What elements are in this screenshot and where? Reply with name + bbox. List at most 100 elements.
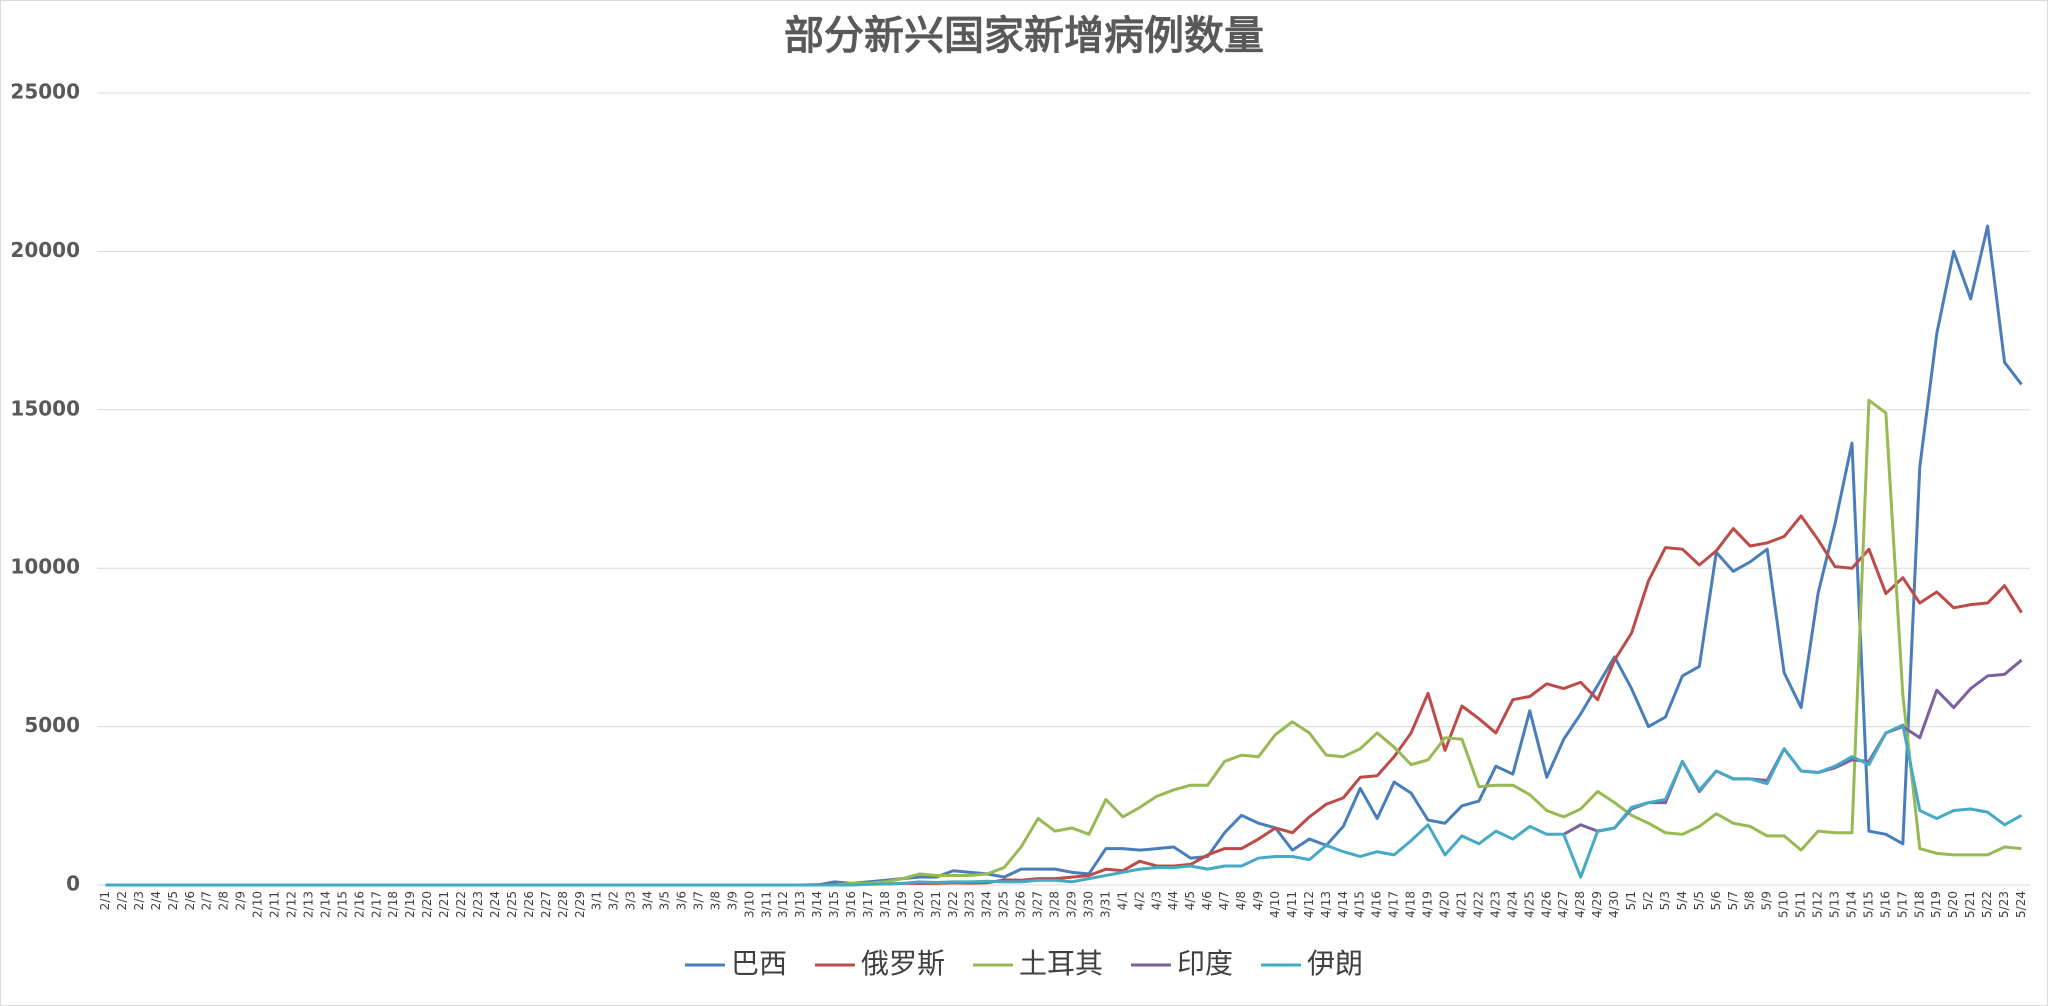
y-tick-label: 0 — [66, 872, 80, 896]
x-tick-label: 3/4 — [641, 891, 655, 910]
x-tick-label: 5/24 — [2014, 891, 2028, 918]
x-tick-label: 3/12 — [776, 891, 790, 918]
x-tick-label: 4/10 — [1268, 891, 1282, 918]
legend-label: 伊朗 — [1307, 947, 1363, 980]
x-tick-label: 5/11 — [1794, 891, 1808, 918]
x-tick-label: 4/16 — [1370, 891, 1384, 918]
x-tick-label: 3/30 — [1081, 891, 1095, 918]
x-tick-label: 2/23 — [471, 891, 485, 918]
x-tick-label: 3/23 — [963, 891, 977, 918]
x-tick-label: 4/21 — [1454, 891, 1468, 918]
x-tick-label: 5/1 — [1624, 891, 1638, 910]
x-tick-label: 3/11 — [759, 891, 773, 918]
x-tick-label: 2/4 — [149, 891, 163, 910]
x-tick-label: 4/20 — [1438, 891, 1452, 918]
x-tick-label: 3/9 — [725, 891, 739, 910]
x-tick-label: 3/5 — [658, 891, 672, 910]
x-tick-label: 4/23 — [1488, 891, 1502, 918]
x-tick-label: 2/5 — [166, 891, 180, 910]
x-tick-label: 5/9 — [1760, 891, 1774, 910]
x-tick-label: 4/18 — [1404, 891, 1418, 918]
y-tick-label: 25000 — [10, 80, 80, 104]
x-tick-label: 3/16 — [844, 891, 858, 918]
y-tick-label: 5000 — [24, 713, 80, 737]
x-tick-label: 4/19 — [1421, 891, 1435, 918]
x-tick-label: 5/4 — [1675, 891, 1689, 910]
x-tick-label: 2/17 — [369, 891, 383, 918]
x-tick-label: 3/1 — [590, 891, 604, 910]
x-tick-label: 3/19 — [895, 891, 909, 918]
x-tick-label: 4/9 — [1251, 891, 1265, 910]
y-tick-label: 15000 — [10, 396, 80, 420]
x-tick-label: 3/20 — [912, 891, 926, 918]
x-tick-label: 3/8 — [708, 891, 722, 910]
x-tick-label: 3/13 — [793, 891, 807, 918]
x-tick-label: 5/17 — [1895, 891, 1909, 918]
x-tick-label: 2/16 — [352, 891, 366, 918]
series-line — [105, 723, 2023, 887]
x-tick-label: 2/6 — [183, 891, 197, 910]
x-tick-label: 2/14 — [318, 891, 332, 918]
x-tick-label: 3/2 — [607, 891, 621, 910]
legend-label: 土耳其 — [1019, 947, 1103, 980]
x-tick-label: 3/21 — [929, 891, 943, 918]
x-tick-label: 2/24 — [488, 891, 502, 918]
x-tick-label: 2/12 — [284, 891, 298, 918]
x-tick-label: 3/31 — [1098, 891, 1112, 918]
x-tick-label: 2/29 — [573, 891, 587, 918]
x-tick-label: 5/22 — [1980, 891, 1994, 918]
x-tick-label: 3/6 — [674, 891, 688, 910]
x-tick-label: 3/24 — [980, 891, 994, 918]
x-tick-label: 5/10 — [1777, 891, 1791, 918]
x-tick-label: 5/3 — [1658, 891, 1672, 910]
x-tick-label: 2/9 — [234, 891, 248, 910]
x-tick-label: 5/13 — [1828, 891, 1842, 918]
x-tick-label: 5/2 — [1641, 891, 1655, 910]
x-tick-label: 2/19 — [403, 891, 417, 918]
x-tick-label: 5/18 — [1912, 891, 1926, 918]
x-tick-label: 5/19 — [1929, 891, 1943, 918]
x-tick-label: 4/25 — [1522, 891, 1536, 918]
y-tick-label: 10000 — [10, 555, 80, 579]
x-tick-label: 2/13 — [301, 891, 315, 918]
x-tick-label: 5/5 — [1692, 891, 1706, 910]
x-tick-label: 3/26 — [1014, 891, 1028, 918]
x-tick-label: 4/22 — [1471, 891, 1485, 918]
x-tick-label: 2/22 — [454, 891, 468, 918]
x-tick-label: 3/18 — [878, 891, 892, 918]
x-tick-label: 3/27 — [1031, 891, 1045, 918]
legend-label: 印度 — [1177, 947, 1233, 980]
x-tick-label: 3/7 — [691, 891, 705, 910]
x-tick-label: 2/28 — [556, 891, 570, 918]
x-tick-label: 5/8 — [1743, 891, 1757, 910]
x-tick-label: 4/5 — [1183, 891, 1197, 910]
x-tick-label: 4/4 — [1166, 891, 1180, 910]
x-tick-label: 2/26 — [522, 891, 536, 918]
x-tick-label: 4/6 — [1200, 891, 1214, 910]
x-tick-label: 3/3 — [624, 891, 638, 910]
x-tick-label: 4/7 — [1217, 891, 1231, 910]
x-tick-label: 4/28 — [1573, 891, 1587, 918]
x-tick-label: 4/1 — [1115, 891, 1129, 910]
x-tick-label: 2/7 — [200, 891, 214, 910]
x-tick-label: 4/27 — [1556, 891, 1570, 918]
x-tick-label: 5/16 — [1878, 891, 1892, 918]
x-tick-label: 5/6 — [1709, 891, 1723, 910]
x-tick-label: 2/25 — [505, 891, 519, 918]
x-tick-label: 3/14 — [810, 891, 824, 918]
x-tick-label: 5/12 — [1811, 891, 1825, 918]
x-tick-label: 4/8 — [1234, 891, 1248, 910]
x-tick-label: 5/20 — [1946, 891, 1960, 918]
x-tick-label: 5/14 — [1844, 891, 1858, 918]
x-tick-label: 3/29 — [1064, 891, 1078, 918]
x-tick-label: 2/8 — [217, 891, 231, 910]
x-tick-label: 4/3 — [1149, 891, 1163, 910]
x-tick-label: 2/20 — [420, 891, 434, 918]
x-tick-label: 2/2 — [115, 891, 129, 910]
x-tick-label: 5/21 — [1963, 891, 1977, 918]
x-tick-label: 3/22 — [946, 891, 960, 918]
x-tick-label: 2/11 — [268, 891, 282, 918]
x-tick-label: 3/10 — [742, 891, 756, 918]
